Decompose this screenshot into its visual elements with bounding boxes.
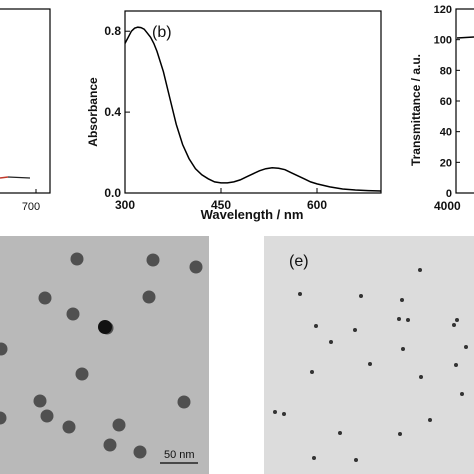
panel-c: 0 20 40 60 80 100 120 Transmittance / a.u. 400…	[409, 4, 474, 213]
panel-c-y-ticks: 0 20 40 60 80 100 120	[434, 4, 460, 200]
nanoparticle	[0, 411, 7, 425]
panel-d-scale-bar-label: 50 nm	[164, 449, 195, 461]
panel-a-trace	[7, 176, 31, 179]
panel-b-frame	[124, 10, 382, 194]
panel-e: (e)	[264, 236, 474, 474]
nanoparticle	[354, 458, 358, 462]
panel-b-x-axis-label: Wavelength / nm	[201, 207, 304, 222]
nanoparticle	[353, 328, 357, 332]
nanoparticle	[428, 418, 432, 422]
panel-c-y-tick-label: 60	[440, 96, 452, 108]
panel-c-y-tick-label: 20	[440, 157, 452, 169]
panel-b: (b) 300 450 600 0.00.40.8 Wavelength / nm …	[86, 10, 382, 222]
nanoparticle	[368, 362, 372, 366]
panel-b-x-ticks: 300 450 600	[115, 188, 327, 212]
panel-a-x-tick-label: 700	[22, 201, 40, 213]
nanoparticle	[38, 291, 52, 305]
panel-d-micrograph	[0, 236, 209, 474]
panel-b-absorbance-curve	[124, 26, 382, 192]
panel-b-y-axis-label: Absorbance	[86, 77, 100, 147]
nanoparticle	[401, 347, 405, 351]
nanoparticle	[464, 345, 468, 349]
panel-a-frame	[0, 8, 51, 194]
nanoparticle	[40, 409, 54, 423]
nanoparticle	[75, 367, 89, 381]
nanoparticle	[406, 318, 410, 322]
nanoparticle	[112, 418, 126, 432]
nanoparticle-dark	[98, 320, 112, 334]
panel-b-x-tick-label: 450	[211, 198, 231, 212]
panel-a: 700	[0, 8, 51, 213]
nanoparticle	[62, 420, 76, 434]
nanoparticle	[419, 375, 423, 379]
nanoparticle	[133, 445, 147, 459]
nanoparticle	[146, 253, 160, 267]
panel-d-particles	[0, 252, 203, 464]
nanoparticle	[103, 438, 117, 452]
nanoparticle	[70, 252, 84, 266]
panel-c-y-tick-label: 120	[434, 4, 452, 16]
panel-c-y-tick-label: 100	[434, 35, 452, 47]
panel-c-y-tick-label: 0	[446, 188, 452, 200]
nanoparticle	[314, 324, 318, 328]
panel-c-y-axis-label: Transmittance / a.u.	[409, 54, 423, 166]
nanoparticle	[312, 456, 316, 460]
panel-d: 50 nm	[0, 236, 209, 474]
panel-e-micrograph	[264, 236, 474, 474]
nanoparticle	[66, 307, 80, 321]
panel-b-y-tick-label: 0.4	[104, 105, 121, 119]
panel-c-x-tick-label: 4000	[434, 199, 461, 213]
nanoparticle	[310, 370, 314, 374]
panel-b-x-tick-label: 300	[115, 198, 135, 212]
nanoparticle	[189, 260, 203, 274]
nanoparticle	[452, 323, 456, 327]
nanoparticle	[33, 394, 47, 408]
nanoparticle	[329, 340, 333, 344]
panel-b-y-tick-label: 0.8	[104, 24, 121, 38]
panel-c-y-tick-label: 80	[440, 65, 452, 77]
nanoparticle	[177, 395, 191, 409]
panel-e-particles	[273, 268, 468, 462]
panel-b-x-tick-label: 600	[307, 198, 327, 212]
panel-b-label: (b)	[152, 24, 172, 41]
nanoparticle	[460, 392, 464, 396]
nanoparticle	[273, 410, 277, 414]
panel-a-trace-red	[0, 176, 9, 179]
nanoparticle	[282, 412, 286, 416]
panel-b-y-tick-label: 0.0	[104, 186, 121, 200]
panel-e-label: (e)	[289, 253, 309, 270]
nanoparticle	[142, 290, 156, 304]
nanoparticle	[0, 342, 8, 356]
nanoparticle	[338, 431, 342, 435]
panel-c-transmittance-curve	[456, 36, 474, 39]
nanoparticle	[298, 292, 302, 296]
nanoparticle	[400, 298, 404, 302]
nanoparticle	[418, 268, 422, 272]
panel-c-y-tick-label: 40	[440, 127, 452, 139]
nanoparticle	[454, 363, 458, 367]
nanoparticle	[359, 294, 363, 298]
nanoparticle	[397, 317, 401, 321]
nanoparticle	[398, 432, 402, 436]
nanoparticle	[455, 318, 459, 322]
panel-b-y-ticks: 0.0 0.4 0.8	[104, 24, 130, 200]
